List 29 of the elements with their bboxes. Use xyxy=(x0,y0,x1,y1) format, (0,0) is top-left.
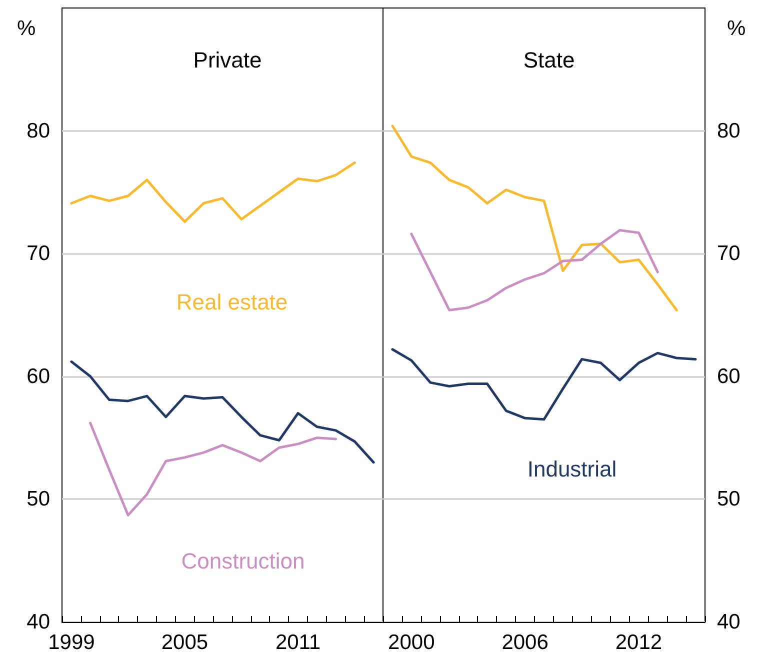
text: State xyxy=(523,48,575,72)
x-tick-label: 1999 xyxy=(48,631,95,654)
x-tick-label: 2006 xyxy=(502,631,548,654)
y-tick-label: 40 xyxy=(717,610,740,634)
y-tick-label: 60 xyxy=(717,364,740,388)
y-tick-label: 70 xyxy=(26,242,50,266)
line-series xyxy=(70,360,375,464)
line-series xyxy=(410,229,659,312)
x-tick-label: 2005 xyxy=(161,631,208,654)
x-tick-label: 2012 xyxy=(615,631,662,654)
y-tick-label: 50 xyxy=(717,488,740,511)
line-series xyxy=(89,422,338,516)
y-tick-label: 80 xyxy=(26,119,50,142)
y-axis-title: % xyxy=(17,17,36,40)
y-axis-title: % xyxy=(727,17,746,40)
x-tick-label: 2000 xyxy=(388,631,435,654)
y-tick-label: 40 xyxy=(26,610,50,634)
y-tick-label: 60 xyxy=(26,364,50,388)
line-series xyxy=(391,348,697,421)
y-tick-label: 80 xyxy=(717,119,740,142)
text: Real estate xyxy=(176,290,288,314)
y-tick-label: 50 xyxy=(26,488,50,511)
series-label: Industrial xyxy=(527,456,617,482)
y-tick-label: 70 xyxy=(717,242,740,266)
x-tick-label: 2011 xyxy=(275,631,321,654)
line-series xyxy=(391,124,678,312)
line-series xyxy=(70,161,356,223)
text: Construction xyxy=(181,548,305,574)
text: Private xyxy=(193,48,262,72)
